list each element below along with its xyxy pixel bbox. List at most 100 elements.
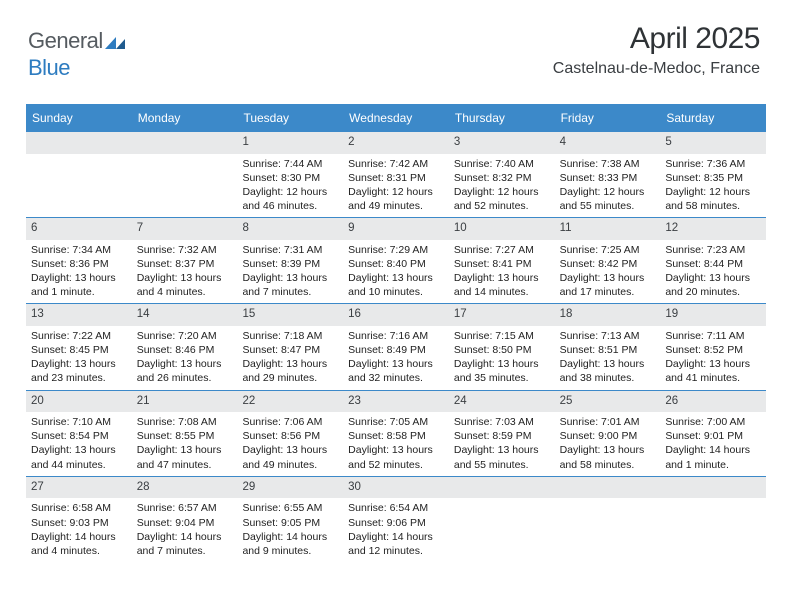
day-daylight2: and 38 minutes.	[560, 371, 656, 385]
day-sunset: Sunset: 8:47 PM	[242, 343, 338, 357]
weekday-header: Monday	[132, 106, 238, 131]
day-body: Sunrise: 7:44 AMSunset: 8:30 PMDaylight:…	[237, 154, 343, 218]
calendar-day-cell: 5Sunrise: 7:36 AMSunset: 8:35 PMDaylight…	[660, 132, 766, 217]
day-number: 9	[343, 218, 449, 240]
day-daylight2: and 7 minutes.	[137, 544, 233, 558]
day-daylight1: Daylight: 14 hours	[348, 530, 444, 544]
day-daylight1: Daylight: 13 hours	[137, 271, 233, 285]
day-body: Sunrise: 7:40 AMSunset: 8:32 PMDaylight:…	[449, 154, 555, 218]
day-body: Sunrise: 7:15 AMSunset: 8:50 PMDaylight:…	[449, 326, 555, 390]
calendar-week-row: 1Sunrise: 7:44 AMSunset: 8:30 PMDaylight…	[26, 131, 766, 217]
calendar-day-cell: 19Sunrise: 7:11 AMSunset: 8:52 PMDayligh…	[660, 304, 766, 389]
day-number: 16	[343, 304, 449, 326]
day-sunset: Sunset: 8:51 PM	[560, 343, 656, 357]
calendar-day-cell: 28Sunrise: 6:57 AMSunset: 9:04 PMDayligh…	[132, 477, 238, 562]
calendar-day-cell: 26Sunrise: 7:00 AMSunset: 9:01 PMDayligh…	[660, 391, 766, 476]
day-sunrise: Sunrise: 7:11 AM	[665, 329, 761, 343]
calendar-day-cell: 22Sunrise: 7:06 AMSunset: 8:56 PMDayligh…	[237, 391, 343, 476]
day-sunrise: Sunrise: 7:29 AM	[348, 243, 444, 257]
day-daylight2: and 7 minutes.	[242, 285, 338, 299]
day-number: 11	[555, 218, 661, 240]
day-daylight1: Daylight: 13 hours	[560, 443, 656, 457]
title-block: April 2025 Castelnau-de-Medoc, France	[553, 22, 760, 78]
day-sunrise: Sunrise: 7:42 AM	[348, 157, 444, 171]
day-sunset: Sunset: 8:42 PM	[560, 257, 656, 271]
day-sunset: Sunset: 9:05 PM	[242, 516, 338, 530]
calendar-day-cell	[660, 477, 766, 562]
day-number: 18	[555, 304, 661, 326]
day-daylight1: Daylight: 13 hours	[31, 357, 127, 371]
day-daylight2: and 20 minutes.	[665, 285, 761, 299]
calendar-day-cell: 9Sunrise: 7:29 AMSunset: 8:40 PMDaylight…	[343, 218, 449, 303]
day-daylight2: and 55 minutes.	[560, 199, 656, 213]
day-sunset: Sunset: 9:01 PM	[665, 429, 761, 443]
day-number: 27	[26, 477, 132, 499]
day-sunrise: Sunrise: 7:32 AM	[137, 243, 233, 257]
day-sunrise: Sunrise: 7:25 AM	[560, 243, 656, 257]
day-sunset: Sunset: 8:30 PM	[242, 171, 338, 185]
day-daylight1: Daylight: 12 hours	[454, 185, 550, 199]
calendar-day-cell: 12Sunrise: 7:23 AMSunset: 8:44 PMDayligh…	[660, 218, 766, 303]
day-sunrise: Sunrise: 7:00 AM	[665, 415, 761, 429]
calendar-day-cell: 20Sunrise: 7:10 AMSunset: 8:54 PMDayligh…	[26, 391, 132, 476]
day-number: 2	[343, 132, 449, 154]
day-number: 13	[26, 304, 132, 326]
day-daylight2: and 23 minutes.	[31, 371, 127, 385]
calendar-day-cell: 16Sunrise: 7:16 AMSunset: 8:49 PMDayligh…	[343, 304, 449, 389]
day-daylight1: Daylight: 13 hours	[242, 357, 338, 371]
day-sunrise: Sunrise: 7:31 AM	[242, 243, 338, 257]
day-number: 10	[449, 218, 555, 240]
weekday-header: Saturday	[660, 106, 766, 131]
day-daylight1: Daylight: 13 hours	[454, 357, 550, 371]
day-number: 3	[449, 132, 555, 154]
day-sunrise: Sunrise: 7:15 AM	[454, 329, 550, 343]
calendar: SundayMondayTuesdayWednesdayThursdayFrid…	[26, 104, 766, 562]
weekday-header: Wednesday	[343, 106, 449, 131]
calendar-day-cell	[449, 477, 555, 562]
day-sunrise: Sunrise: 7:01 AM	[560, 415, 656, 429]
day-body: Sunrise: 7:05 AMSunset: 8:58 PMDaylight:…	[343, 412, 449, 476]
day-daylight2: and 1 minute.	[665, 458, 761, 472]
day-daylight2: and 17 minutes.	[560, 285, 656, 299]
day-sunrise: Sunrise: 7:13 AM	[560, 329, 656, 343]
day-sunset: Sunset: 8:58 PM	[348, 429, 444, 443]
weekday-header: Thursday	[449, 106, 555, 131]
weekday-header: Tuesday	[237, 106, 343, 131]
day-daylight2: and 32 minutes.	[348, 371, 444, 385]
day-number: 25	[555, 391, 661, 413]
day-sunrise: Sunrise: 7:44 AM	[242, 157, 338, 171]
day-daylight1: Daylight: 13 hours	[31, 443, 127, 457]
day-sunset: Sunset: 8:52 PM	[665, 343, 761, 357]
day-body: Sunrise: 7:23 AMSunset: 8:44 PMDaylight:…	[660, 240, 766, 304]
day-sunrise: Sunrise: 7:22 AM	[31, 329, 127, 343]
day-number: 21	[132, 391, 238, 413]
calendar-day-cell	[26, 132, 132, 217]
day-body: Sunrise: 7:03 AMSunset: 8:59 PMDaylight:…	[449, 412, 555, 476]
day-sunset: Sunset: 8:36 PM	[31, 257, 127, 271]
day-number	[132, 132, 238, 154]
day-body: Sunrise: 7:18 AMSunset: 8:47 PMDaylight:…	[237, 326, 343, 390]
day-daylight1: Daylight: 14 hours	[242, 530, 338, 544]
day-body: Sunrise: 7:34 AMSunset: 8:36 PMDaylight:…	[26, 240, 132, 304]
day-sunrise: Sunrise: 7:08 AM	[137, 415, 233, 429]
brand-part1: General	[28, 28, 103, 53]
day-daylight2: and 52 minutes.	[454, 199, 550, 213]
day-number: 5	[660, 132, 766, 154]
day-sunrise: Sunrise: 7:40 AM	[454, 157, 550, 171]
calendar-week-row: 20Sunrise: 7:10 AMSunset: 8:54 PMDayligh…	[26, 390, 766, 476]
calendar-day-cell: 25Sunrise: 7:01 AMSunset: 9:00 PMDayligh…	[555, 391, 661, 476]
day-sunset: Sunset: 8:59 PM	[454, 429, 550, 443]
day-sunset: Sunset: 8:56 PM	[242, 429, 338, 443]
day-sunrise: Sunrise: 6:57 AM	[137, 501, 233, 515]
day-daylight1: Daylight: 13 hours	[560, 357, 656, 371]
day-sunset: Sunset: 8:41 PM	[454, 257, 550, 271]
day-body: Sunrise: 6:54 AMSunset: 9:06 PMDaylight:…	[343, 498, 449, 562]
day-number: 22	[237, 391, 343, 413]
day-daylight2: and 1 minute.	[31, 285, 127, 299]
day-sunrise: Sunrise: 6:55 AM	[242, 501, 338, 515]
day-sunrise: Sunrise: 7:34 AM	[31, 243, 127, 257]
calendar-day-cell: 4Sunrise: 7:38 AMSunset: 8:33 PMDaylight…	[555, 132, 661, 217]
day-body: Sunrise: 7:32 AMSunset: 8:37 PMDaylight:…	[132, 240, 238, 304]
calendar-day-cell: 24Sunrise: 7:03 AMSunset: 8:59 PMDayligh…	[449, 391, 555, 476]
day-sunset: Sunset: 8:33 PM	[560, 171, 656, 185]
